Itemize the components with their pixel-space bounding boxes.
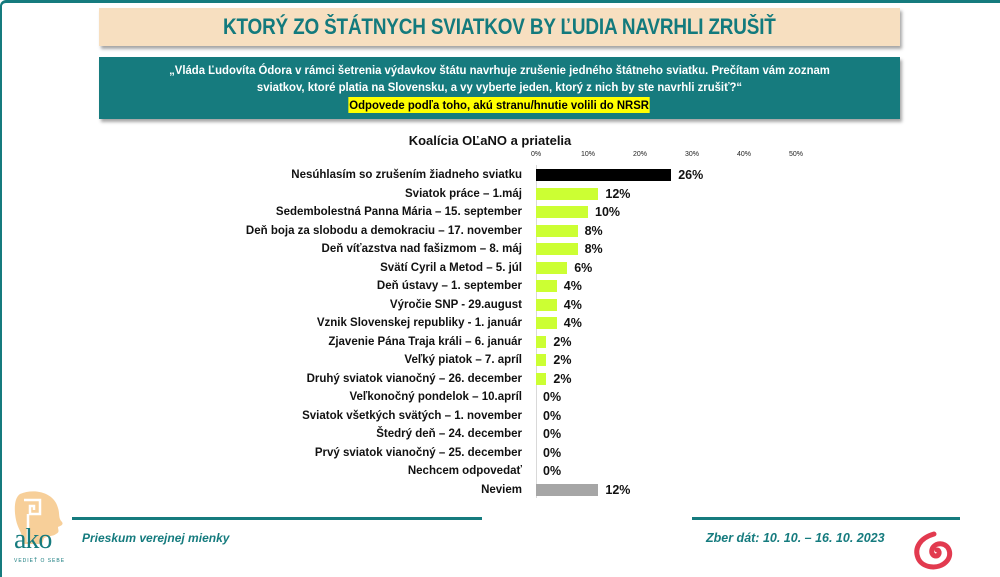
- bar-label: Deň ústavy – 1. september: [376, 280, 522, 292]
- bar-row: Veľký piatok – 7. apríl 2%: [0, 351, 1000, 369]
- bar-value-label: 2%: [553, 334, 572, 349]
- bar: [536, 187, 599, 200]
- question-banner: „Vláda Ľudovíta Ódora v rámci šetrenia v…: [99, 57, 900, 119]
- x-axis-tick: 40%: [736, 151, 752, 158]
- bar-value-label: 4%: [563, 279, 582, 293]
- bar-label: Deň boja za slobodu a demokraciu – 17. n…: [245, 224, 522, 237]
- ako-logo-tagline: VEDIEŤ O SEBE: [14, 558, 66, 564]
- bar-row: Zjavenie Pána Traja králi – 6. január 2%: [0, 333, 1000, 351]
- bar-row: Svätí Cyril a Metod – 5. júl 6%: [0, 259, 1000, 277]
- question-highlight: Odpovede podľa toho, akú stranu/hnutie v…: [348, 97, 651, 113]
- question-line-1: „Vláda Ľudovíta Ódora v rámci šetrenia v…: [169, 63, 830, 77]
- bar-value-label: 0%: [543, 390, 562, 404]
- x-axis-tick: 0%: [530, 151, 542, 158]
- bar-value-label: 10%: [595, 205, 621, 219]
- bar-value-label: 0%: [543, 464, 562, 478]
- question-line-2: sviatkov, ktoré platia na Slovensku, a v…: [256, 80, 743, 94]
- title-banner: KTORÝ ZO ŠTÁTNYCH SVIATKOV BY ĽUDIA NAVR…: [99, 8, 900, 46]
- bar: [536, 280, 557, 292]
- bar-label: Prvý sviatok vianočný – 25. december: [314, 446, 522, 459]
- footer-divider-left: [72, 517, 482, 520]
- x-axis-tick: 50%: [788, 151, 804, 158]
- bar: [536, 335, 547, 348]
- bar: [536, 354, 547, 366]
- bar-row: Deň ústavy – 1. september 4%: [0, 277, 1000, 295]
- bar-value-label: 4%: [563, 297, 582, 312]
- bar-value-label: 12%: [605, 482, 631, 497]
- bar-label: Sviatok všetkých svätých – 1. november: [302, 409, 522, 422]
- ako-logo-text: ako: [14, 524, 52, 555]
- footer-date-range: Zber dát: 10. 10. – 16. 10. 2023: [706, 531, 885, 545]
- bar-value-label: 2%: [553, 353, 572, 367]
- bar-value-label: 0%: [543, 427, 562, 441]
- bar-label: Druhý sviatok vianočný – 26. december: [306, 372, 522, 385]
- swirl-logo-icon: [914, 531, 953, 570]
- footer-survey-label: Prieskum verejnej mienky: [82, 531, 230, 545]
- bar-row: Nechcem odpovedať 0%: [0, 462, 1000, 480]
- bar-value-label: 8%: [584, 242, 603, 256]
- bar-value-label: 4%: [563, 316, 582, 330]
- bar-value-label: 6%: [574, 260, 593, 275]
- bar-value-label: 12%: [605, 186, 631, 201]
- bar-label: Nechcem odpovedať: [407, 465, 522, 477]
- bar-label: Veľký piatok – 7. apríl: [404, 354, 522, 366]
- bar: [536, 261, 568, 274]
- bar-label: Deň víťazstva nad fašizmom – 8. máj: [321, 243, 522, 255]
- footer-divider-right: [692, 517, 960, 520]
- bar-label: Výročie SNP - 29.august: [389, 298, 522, 311]
- bar-label: Sviatok práce – 1.máj: [405, 187, 522, 200]
- bar-row: Výročie SNP - 29.august 4%: [0, 296, 1000, 314]
- ako-head-icon: [14, 491, 63, 544]
- bar-row: Vznik Slovenskej republiky - 1. január 4%: [0, 314, 1000, 332]
- bar-row: Deň boja za slobodu a demokraciu – 17. n…: [0, 222, 1000, 240]
- bar-label: Nesúhlasím so zrušením žiadneho sviatku: [291, 169, 522, 181]
- bar-label: Svätí Cyril a Metod – 5. júl: [380, 261, 522, 274]
- bar-row: Štedrý deň – 24. december 0%: [0, 425, 1000, 443]
- bar-label: Sedembolestná Panna Mária – 15. septembe…: [275, 206, 522, 218]
- x-axis-tick: 20%: [632, 151, 648, 158]
- bar-label: Zjavenie Pána Traja králi – 6. január: [328, 335, 522, 348]
- y-axis-line: [536, 165, 537, 498]
- bar-row: Nesúhlasím so zrušením žiadneho sviatku 2…: [0, 166, 1000, 184]
- bar-value-label: 26%: [678, 168, 704, 182]
- bar-row: Prvý sviatok vianočný – 25. december 0%: [0, 444, 1000, 462]
- bar: [536, 317, 557, 329]
- bar: [536, 206, 588, 218]
- bar-row: Sedembolestná Panna Mária – 15. septembe…: [0, 203, 1000, 221]
- bar-row: Sviatok práce – 1.máj 12%: [0, 185, 1000, 203]
- bar: [536, 483, 599, 496]
- bar: [536, 224, 578, 237]
- x-axis-tick: 30%: [684, 151, 700, 158]
- bar-value-label: 0%: [543, 408, 562, 423]
- bar-label: Vznik Slovenskej republiky - 1. január: [316, 317, 522, 329]
- bar-label: Štedrý deň – 24. december: [376, 428, 522, 440]
- bar-row: Deň víťazstva nad fašizmom – 8. máj 8%: [0, 240, 1000, 258]
- bar-row: Veľkonočný pondelok – 10.apríl 0%: [0, 388, 1000, 406]
- bar: [536, 169, 672, 181]
- page-title: KTORÝ ZO ŠTÁTNYCH SVIATKOV BY ĽUDIA NAVR…: [223, 14, 776, 39]
- bar: [536, 243, 578, 255]
- bar-value-label: 2%: [553, 371, 572, 386]
- bar: [536, 372, 547, 385]
- bar: [536, 298, 557, 311]
- chart-title: Koalícia OĽaNO a priatelia: [408, 133, 572, 148]
- bar-row: Sviatok všetkých svätých – 1. november 0%: [0, 407, 1000, 425]
- bar-row: Neviem 12%: [0, 481, 1000, 499]
- bar-value-label: 8%: [584, 223, 603, 238]
- bar-label: Neviem: [481, 483, 522, 496]
- bar-row: Druhý sviatok vianočný – 26. december 2%: [0, 370, 1000, 388]
- x-axis-tick: 10%: [580, 151, 596, 158]
- bar-label: Veľkonočný pondelok – 10.apríl: [349, 391, 522, 403]
- bar-value-label: 0%: [543, 445, 562, 460]
